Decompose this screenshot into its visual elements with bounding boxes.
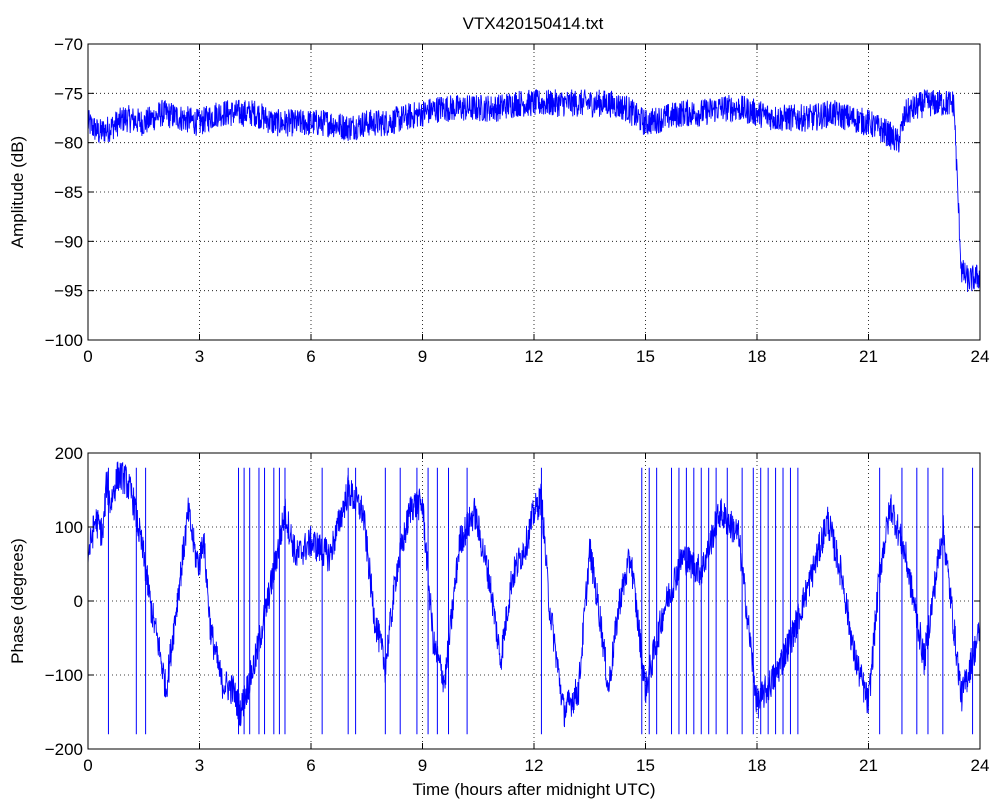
amplitude-xtick-label: 6	[306, 347, 315, 366]
phase-xtick-label: 21	[859, 756, 878, 775]
phase-ytick-label: 0	[74, 592, 83, 611]
phase-xtick-label: 0	[83, 756, 92, 775]
amplitude-ytick-label: −100	[45, 331, 83, 350]
chart-title: VTX420150414.txt	[463, 14, 604, 33]
phase-xtick-label: 9	[418, 756, 427, 775]
amplitude-xtick-label: 0	[83, 347, 92, 366]
phase-ytick-label: −100	[45, 666, 83, 685]
amplitude-ytick-label: −90	[54, 232, 83, 251]
amplitude-xtick-label: 12	[525, 347, 544, 366]
amplitude-xtick-label: 15	[636, 347, 655, 366]
phase-ytick-label: −200	[45, 740, 83, 759]
phase-panel: 0 3 6 9 12 15 18 21 24 −200 −100 0 100 200 Phase (degr…	[8, 444, 989, 799]
amplitude-ytick-label: −70	[54, 35, 83, 54]
amplitude-xtick-label: 21	[859, 347, 878, 366]
amplitude-xtick-label: 18	[748, 347, 767, 366]
amplitude-series-line	[88, 89, 980, 293]
phase-ylabel: Phase (degrees)	[8, 538, 27, 664]
phase-xtick-label: 3	[195, 756, 204, 775]
phase-xtick-label: 15	[636, 756, 655, 775]
phase-ytick-label: 200	[55, 444, 83, 463]
phase-xlabel: Time (hours after midnight UTC)	[412, 780, 655, 799]
phase-xtick-label: 12	[525, 756, 544, 775]
amplitude-ytick-label: −95	[54, 282, 83, 301]
amplitude-xtick-label: 24	[971, 347, 990, 366]
phase-ytick-label: 100	[55, 518, 83, 537]
amplitude-ytick-label: −85	[54, 183, 83, 202]
amplitude-ytick-label: −80	[54, 134, 83, 153]
phase-xtick-label: 6	[306, 756, 315, 775]
amplitude-xtick-label: 9	[418, 347, 427, 366]
phase-xtick-label: 18	[748, 756, 767, 775]
amplitude-panel: 0 3 6 9 12 15 18 21 24 −100 −95 −90 −85 −80 −75 −70 Ampl…	[8, 35, 989, 366]
phase-series-line	[88, 461, 980, 728]
phase-xtick-label: 24	[971, 756, 990, 775]
amplitude-ytick-label: −75	[54, 84, 83, 103]
amplitude-ylabel: Amplitude (dB)	[8, 136, 27, 248]
amplitude-xtick-label: 3	[195, 347, 204, 366]
